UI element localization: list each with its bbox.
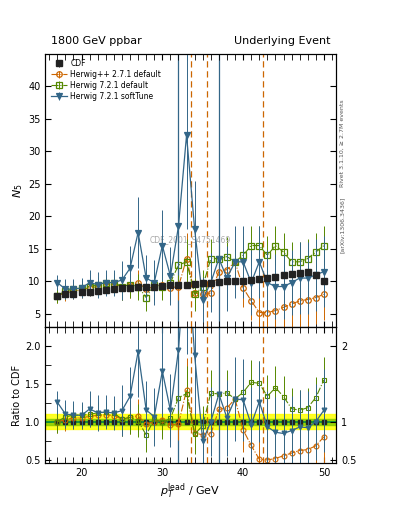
Legend: CDF, Herwig++ 2.7.1 default, Herwig 7.2.1 default, Herwig 7.2.1 softTune: CDF, Herwig++ 2.7.1 default, Herwig 7.2.… (49, 57, 163, 102)
Text: CDF_2001_S4751469: CDF_2001_S4751469 (150, 235, 231, 244)
X-axis label: $p_T^{\rm lead}$ / GeV: $p_T^{\rm lead}$ / GeV (160, 481, 221, 501)
Text: [arXiv:1306.3436]: [arXiv:1306.3436] (340, 197, 344, 253)
Y-axis label: Ratio to CDF: Ratio to CDF (12, 365, 22, 425)
Text: Rivet 3.1.10, ≥ 2.7M events: Rivet 3.1.10, ≥ 2.7M events (340, 99, 344, 187)
Text: Underlying Event: Underlying Event (234, 35, 330, 46)
Y-axis label: $N_5$: $N_5$ (11, 183, 25, 198)
Text: 1800 GeV ppbar: 1800 GeV ppbar (51, 35, 142, 46)
